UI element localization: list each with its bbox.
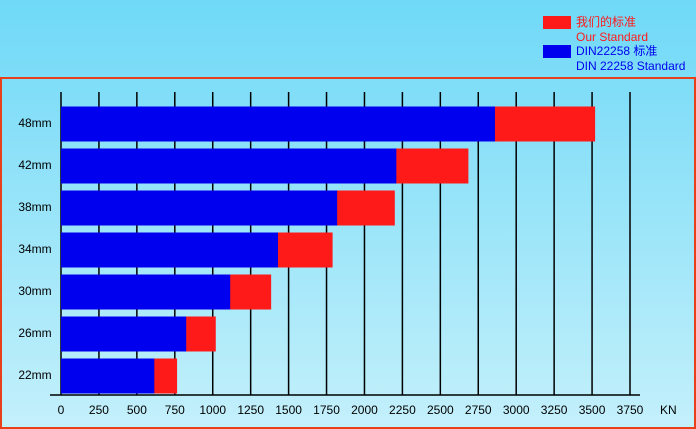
x-tick-label: 2000 [351, 403, 378, 417]
bar [61, 358, 155, 394]
legend-swatch [543, 16, 571, 29]
x-tick-label: 3000 [503, 403, 530, 417]
x-unit: KN [660, 403, 677, 417]
x-tick-label: 3500 [579, 403, 606, 417]
y-tick-label: 48mm [18, 116, 51, 130]
x-tick-label: 0 [58, 403, 65, 417]
x-tick-label: 1500 [275, 403, 302, 417]
x-tick-label: 1000 [199, 403, 226, 417]
bar [61, 106, 495, 142]
y-tick-label: 22mm [18, 368, 51, 382]
bar [61, 232, 278, 268]
legend-label: DIN22258 标准 [576, 44, 657, 58]
x-tick-label: 1750 [313, 403, 340, 417]
bar [61, 274, 231, 310]
x-tick-label: 2750 [465, 403, 492, 417]
x-tick-label: 250 [89, 403, 109, 417]
plot-frame [0, 77, 696, 429]
x-tick-label: 2500 [427, 403, 454, 417]
x-tick-label: 500 [127, 403, 147, 417]
legend-label: 我们的标准 [576, 14, 636, 29]
x-tick-label: 3750 [617, 403, 644, 417]
legend-swatch [543, 45, 571, 58]
bar [61, 316, 187, 352]
y-tick-label: 34mm [18, 242, 51, 256]
y-tick-label: 38mm [18, 200, 51, 214]
legend-label: DIN 22258 Standard [576, 59, 685, 73]
x-tick-label: 3250 [541, 403, 568, 417]
legend-label: Our Standard [576, 30, 648, 44]
bar [61, 190, 338, 226]
bar [61, 148, 397, 184]
x-tick-label: 750 [165, 403, 185, 417]
y-tick-label: 26mm [18, 326, 51, 340]
y-tick-label: 30mm [18, 284, 51, 298]
x-tick-label: 2250 [389, 403, 416, 417]
x-tick-label: 1250 [237, 403, 264, 417]
y-tick-label: 42mm [18, 158, 51, 172]
